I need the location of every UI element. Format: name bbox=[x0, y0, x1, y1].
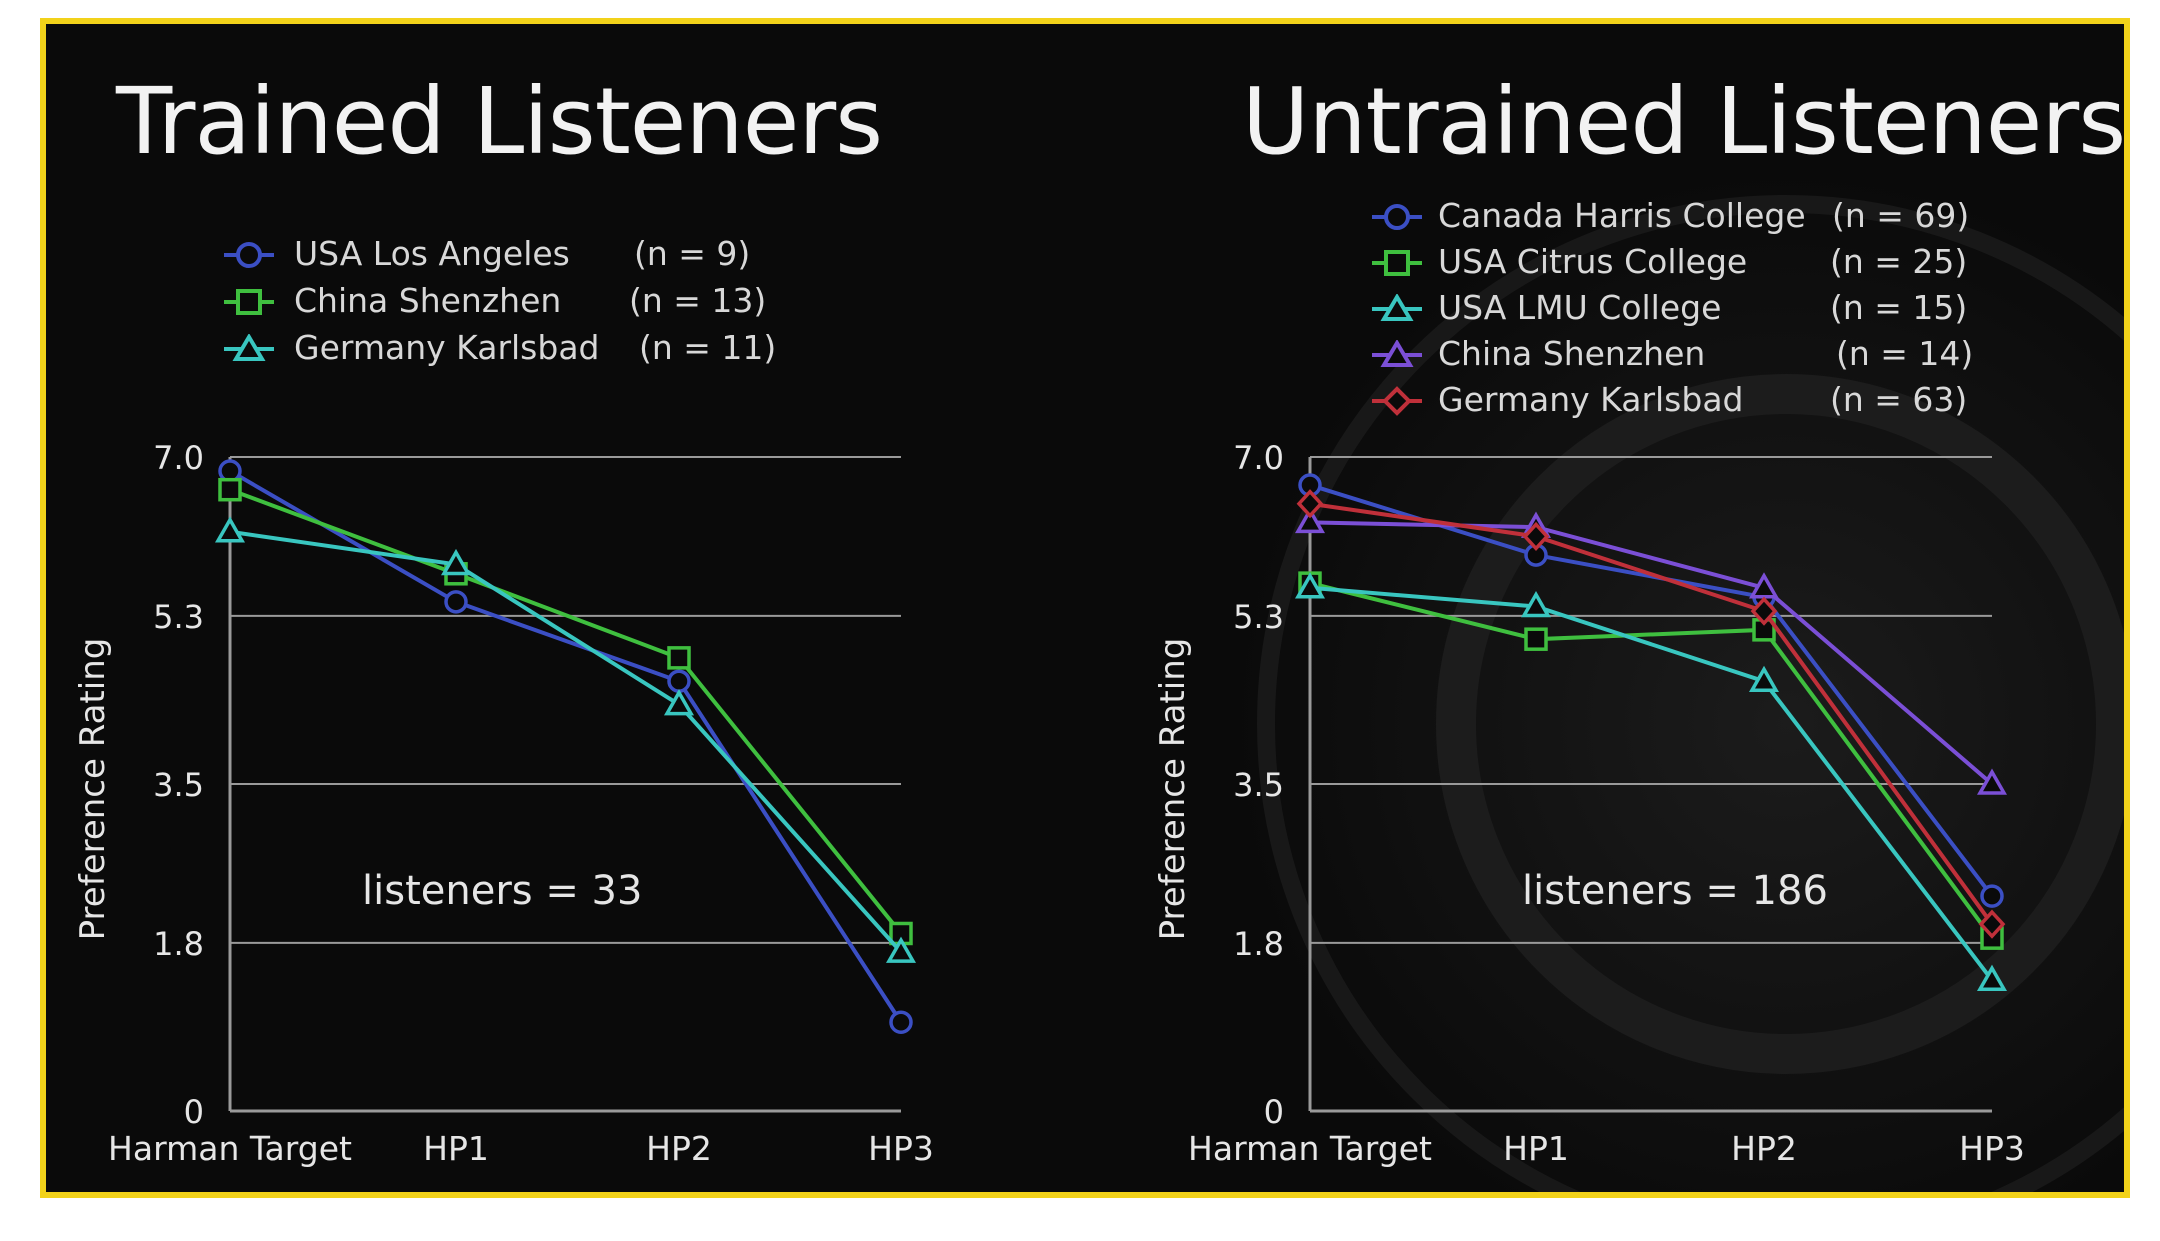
y-tick-label: 0 bbox=[1264, 1093, 1284, 1131]
x-tick-label: HP1 bbox=[423, 1129, 489, 1168]
y-tick-label: 3.5 bbox=[153, 766, 204, 804]
data-point-triangle bbox=[663, 689, 695, 716]
data-point-triangle bbox=[214, 516, 246, 543]
legend-n: (n = 14) bbox=[1836, 334, 1974, 373]
data-point-circle bbox=[1980, 884, 2004, 908]
y-axis-title: Preference Rating bbox=[73, 638, 113, 941]
triangle-marker-icon bbox=[1372, 294, 1422, 321]
speaker-background-decoration bbox=[1226, 164, 2124, 1192]
legend-n: (n = 69) bbox=[1832, 196, 1970, 235]
y-tick-label: 7.0 bbox=[153, 439, 204, 477]
data-point-triangle bbox=[1294, 506, 1326, 534]
untrained-title: Untrained Listeners bbox=[1242, 68, 2126, 175]
data-point-square bbox=[1524, 627, 1548, 651]
series-line-usa-lmu-college bbox=[1309, 585, 1994, 982]
y-tick-label: 1.8 bbox=[153, 925, 204, 963]
slide-frame: Trained Listeners USA Los Angeles (n = 9… bbox=[40, 18, 2130, 1198]
x-tick-label: HP2 bbox=[646, 1129, 712, 1168]
series-line-usa-citrus-college bbox=[1309, 581, 1994, 940]
data-point-triangle bbox=[1520, 590, 1552, 618]
data-point-circle bbox=[667, 669, 691, 693]
legend-n: (n = 25) bbox=[1830, 242, 1968, 281]
legend-n: (n = 13) bbox=[629, 281, 767, 320]
series-line-germany-karlsbad bbox=[1309, 501, 1994, 926]
data-point-triangle bbox=[1976, 964, 2008, 991]
legend-label: Canada Harris College bbox=[1438, 196, 1806, 235]
listeners-annotation: listeners = 186 bbox=[1522, 868, 1828, 914]
data-point-triangle bbox=[440, 548, 472, 576]
legend-label: USA Citrus College bbox=[1438, 242, 1748, 281]
legend-label: China Shenzhen bbox=[294, 281, 562, 320]
series-line-usa-los-angeles bbox=[228, 469, 903, 1024]
y-tick-label: 3.5 bbox=[1233, 766, 1284, 804]
series-line-canada-harris-college bbox=[1309, 483, 1994, 898]
circle-marker-icon bbox=[224, 242, 274, 268]
series-line-germany-karlsbad bbox=[229, 529, 903, 954]
data-point-triangle bbox=[1294, 572, 1326, 599]
x-tick-label: HP3 bbox=[1959, 1129, 2025, 1168]
data-point-diamond bbox=[1296, 489, 1324, 519]
legend-label: China Shenzhen bbox=[1438, 334, 1706, 373]
legend-n: (n = 63) bbox=[1830, 380, 1968, 419]
data-point-triangle bbox=[885, 936, 917, 963]
series-line-china-shenzhen bbox=[1309, 520, 1994, 786]
data-point-diamond bbox=[1750, 596, 1778, 626]
legend-n: (n = 15) bbox=[1830, 288, 1968, 327]
data-point-diamond bbox=[1978, 909, 2006, 939]
triangle-marker-icon bbox=[224, 334, 274, 361]
circle-marker-icon bbox=[1372, 204, 1422, 230]
y-tick-label: 5.3 bbox=[153, 598, 204, 636]
charts-svg: 7.0 5.3 3.5 1.8 0 Preference Rating Harman Tar… bbox=[73, 439, 2025, 1168]
y-tick-label: 5.3 bbox=[1233, 598, 1284, 636]
legend-label: USA Los Angeles bbox=[294, 234, 570, 273]
x-tick-label: Harman Target bbox=[108, 1129, 352, 1168]
data-point-circle bbox=[444, 590, 468, 614]
x-tick-label: Harman Target bbox=[1188, 1129, 1432, 1168]
data-point-square bbox=[218, 477, 242, 502]
legend-label: USA LMU College bbox=[1438, 288, 1722, 327]
legend-label: Germany Karlsbad bbox=[294, 328, 600, 367]
data-point-square bbox=[667, 646, 691, 670]
legend-n: (n = 9) bbox=[634, 234, 751, 273]
y-tick-label: 0 bbox=[184, 1093, 204, 1131]
x-tick-label: HP3 bbox=[868, 1129, 934, 1168]
trained-title: Trained Listeners bbox=[116, 68, 883, 175]
square-marker-icon bbox=[224, 289, 274, 315]
square-marker-icon bbox=[1372, 250, 1422, 276]
listeners-annotation: listeners = 33 bbox=[362, 868, 642, 914]
triangle-marker-icon bbox=[1372, 340, 1422, 367]
data-point-diamond bbox=[1522, 521, 1550, 552]
y-tick-label: 7.0 bbox=[1233, 439, 1284, 477]
diamond-marker-icon bbox=[1372, 386, 1422, 416]
data-point-triangle bbox=[1748, 665, 1780, 692]
y-axis-title: Preference Rating bbox=[1153, 638, 1193, 941]
y-tick-label: 1.8 bbox=[1233, 925, 1284, 963]
data-point-triangle bbox=[1976, 768, 2008, 795]
x-tick-label: HP2 bbox=[1731, 1129, 1797, 1168]
legend-label: Germany Karlsbad bbox=[1438, 380, 1744, 419]
data-point-circle bbox=[889, 1010, 913, 1034]
series-line-china-shenzhen bbox=[229, 487, 903, 935]
legend-n: (n = 11) bbox=[639, 328, 777, 367]
x-tick-label: HP1 bbox=[1503, 1129, 1569, 1168]
